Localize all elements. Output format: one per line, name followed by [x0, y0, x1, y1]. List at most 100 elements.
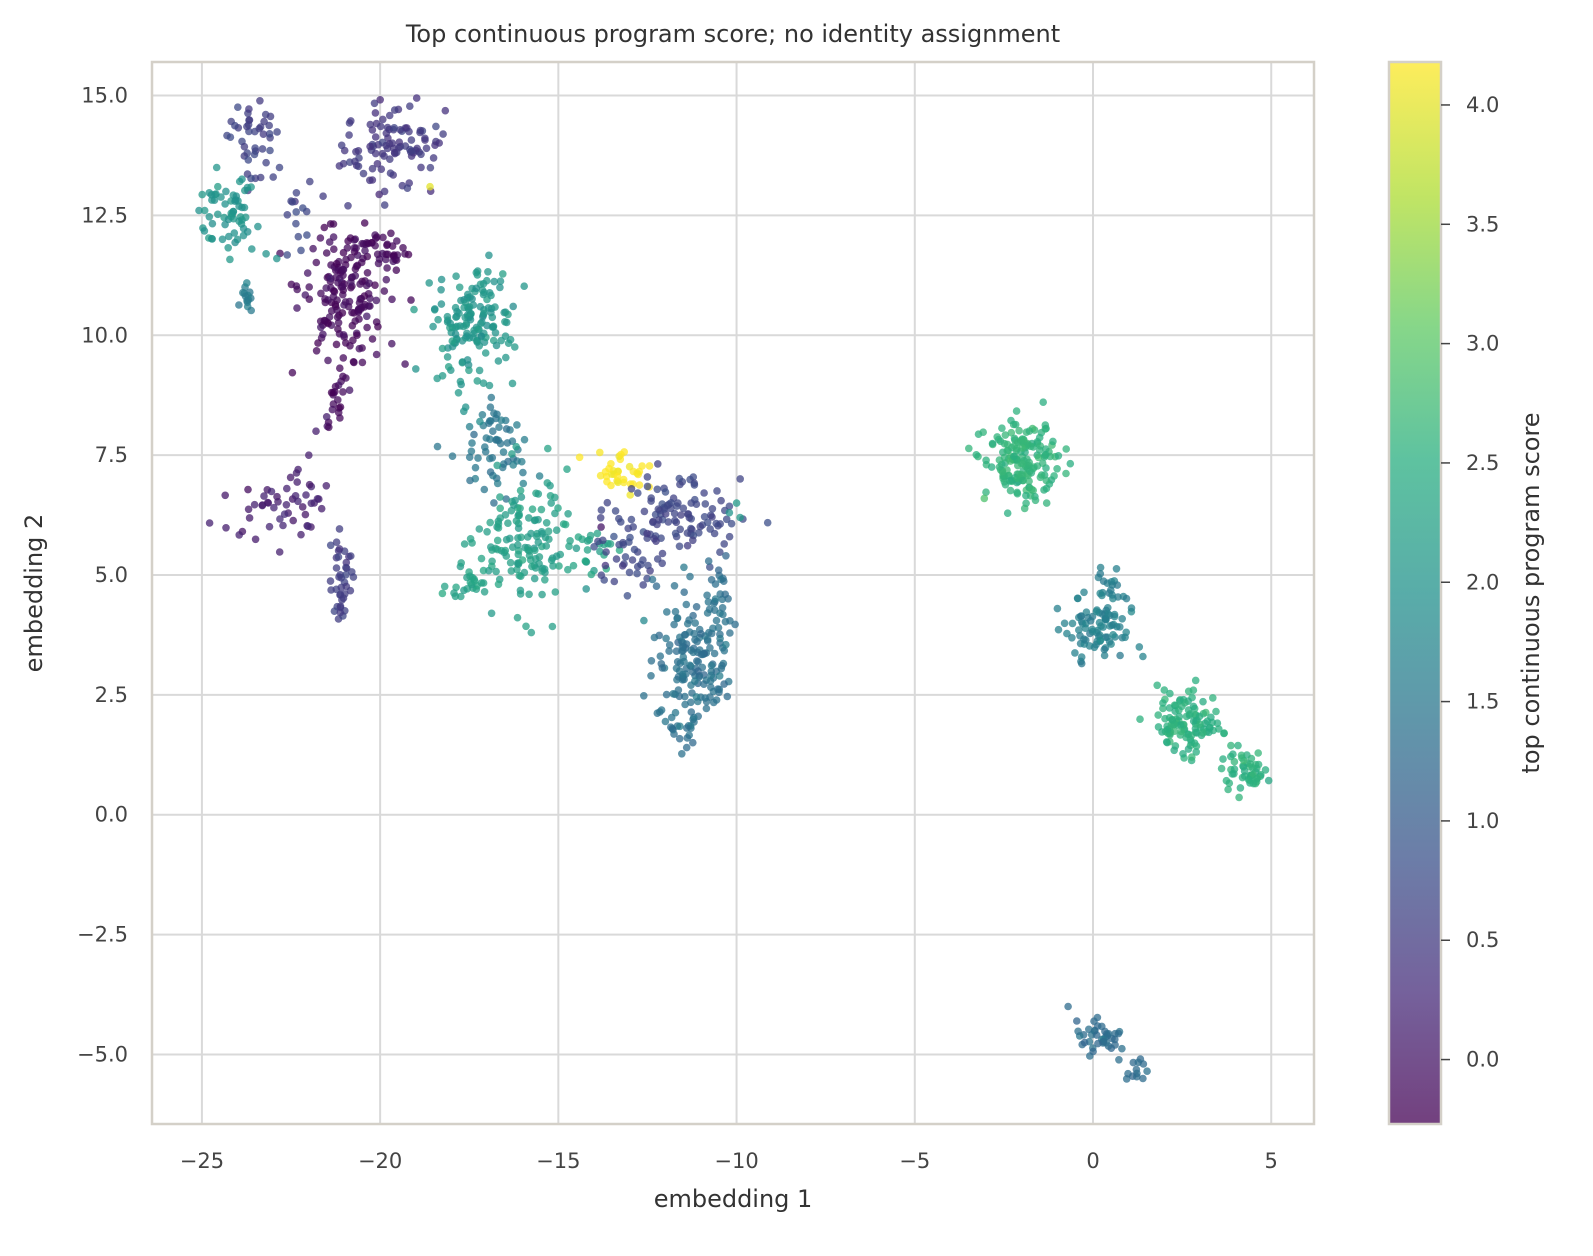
data-point [251, 535, 260, 544]
data-point [675, 474, 684, 483]
data-point [366, 302, 374, 310]
data-point [1227, 741, 1235, 750]
data-point [1159, 704, 1167, 713]
colorbar-tick-label: 0.5 [1466, 928, 1499, 952]
data-point [687, 646, 695, 654]
plot-frame [150, 60, 1316, 1126]
data-point [707, 576, 716, 584]
data-point [1073, 594, 1082, 603]
data-point [1025, 427, 1034, 435]
data-point [368, 335, 377, 343]
x-tick-label: 5 [1265, 1149, 1278, 1173]
data-point [1209, 694, 1217, 702]
colorbar-ticks: 0.0 0.5 1.0 1.5 2.0 2.5 3.0 3.5 4.0 [1441, 93, 1499, 1072]
data-point [612, 555, 621, 563]
data-point [205, 213, 214, 221]
data-point [452, 272, 460, 281]
data-point [486, 435, 494, 444]
data-point [1113, 581, 1122, 589]
data-point [1077, 659, 1086, 668]
data-point [982, 488, 990, 497]
data-point [725, 532, 734, 541]
data-point [426, 182, 434, 191]
data-point [493, 479, 502, 488]
data-point [1127, 604, 1136, 612]
data-point [1007, 416, 1015, 425]
data-point [1154, 711, 1162, 719]
data-point [1111, 1041, 1119, 1049]
data-point [360, 219, 369, 227]
data-point [454, 389, 463, 397]
data-point [266, 146, 274, 155]
data-point [528, 505, 537, 513]
data-point [530, 574, 539, 583]
data-point [667, 723, 675, 731]
data-point [205, 189, 214, 197]
data-point [275, 548, 284, 556]
data-point [334, 553, 343, 561]
data-point [486, 403, 495, 412]
data-point [292, 208, 301, 216]
data-point [487, 417, 495, 425]
data-point [546, 492, 555, 500]
data-point [709, 698, 718, 707]
data-point [1105, 638, 1114, 646]
data-point [610, 577, 619, 586]
data-point [599, 536, 607, 545]
y-tick-label: 15.0 [81, 84, 128, 108]
data-point [390, 106, 399, 114]
data-point [350, 244, 359, 252]
data-point [1186, 710, 1194, 718]
data-point [392, 256, 401, 265]
data-point [453, 322, 461, 331]
data-point [694, 697, 702, 706]
data-point [677, 511, 685, 519]
data-point [335, 573, 343, 581]
data-point [490, 409, 498, 418]
data-point [477, 332, 486, 340]
data-point [982, 456, 990, 465]
data-point [363, 323, 371, 332]
data-point [1085, 642, 1094, 650]
data-point [696, 522, 705, 531]
data-point [563, 465, 571, 474]
data-point [647, 672, 655, 680]
data-point [348, 273, 357, 282]
data-point [303, 231, 311, 239]
data-point [1062, 469, 1070, 478]
data-point [700, 489, 708, 497]
data-point [347, 552, 355, 560]
data-point [720, 540, 728, 548]
data-point [1118, 1044, 1126, 1053]
data-point [332, 259, 341, 268]
data-point [372, 296, 381, 305]
data-point [674, 686, 683, 694]
data-point [432, 122, 440, 131]
data-point [689, 536, 697, 545]
data-point [507, 567, 516, 575]
data-point [519, 479, 528, 488]
data-point [627, 485, 636, 493]
data-point [716, 548, 724, 556]
data-point [656, 652, 665, 660]
y-tick-label: 5.0 [95, 563, 128, 587]
data-point [1100, 651, 1109, 660]
data-point [1182, 733, 1190, 742]
data-point [475, 525, 484, 533]
data-point [995, 463, 1004, 471]
data-point [1254, 760, 1263, 769]
data-point [630, 545, 639, 554]
data-point [441, 106, 450, 115]
data-point [716, 634, 724, 643]
data-point [615, 546, 624, 554]
data-point [479, 566, 488, 575]
data-point [726, 629, 734, 637]
data-point [275, 163, 284, 172]
data-point [294, 465, 302, 474]
data-point [581, 557, 590, 565]
data-point [241, 186, 249, 195]
data-point [303, 269, 312, 277]
data-point [1100, 645, 1109, 654]
data-point [663, 608, 671, 616]
data-point [282, 501, 291, 509]
